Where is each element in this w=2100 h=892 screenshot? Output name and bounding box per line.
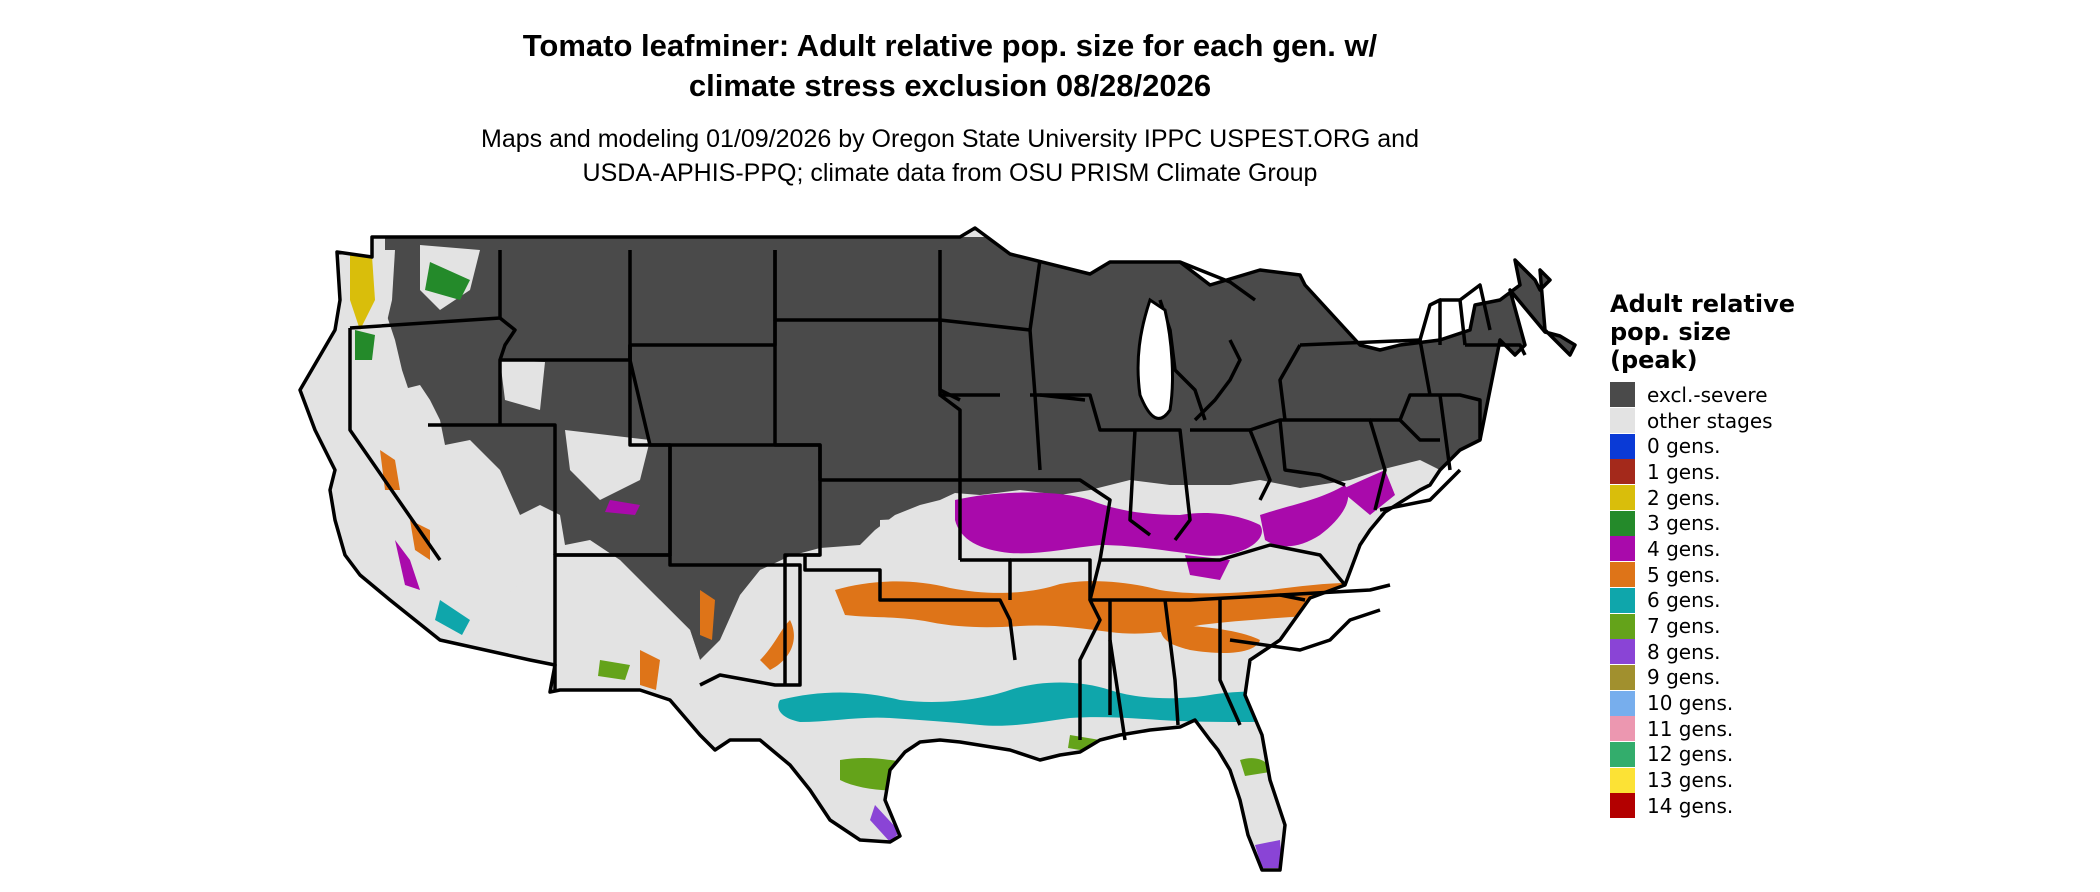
legend-swatch [1610, 382, 1635, 408]
legend-title: Adult relative pop. size (peak) [1610, 290, 1795, 374]
legend-swatch [1610, 793, 1635, 819]
legend-swatch [1610, 664, 1635, 690]
legend-item: 0 gens. [1610, 433, 1795, 459]
legend-item: 8 gens. [1610, 639, 1795, 665]
legend-item: 1 gens. [1610, 459, 1795, 485]
legend-item: 3 gens. [1610, 510, 1795, 536]
legend-swatch [1610, 716, 1635, 742]
legend-item: 2 gens. [1610, 485, 1795, 511]
map-title-line1: Tomato leafminer: Adult relative pop. si… [522, 28, 1378, 63]
legend-swatch [1610, 639, 1635, 665]
legend-item: 5 gens. [1610, 562, 1795, 588]
legend-label: 0 gens. [1647, 434, 1721, 459]
legend-item: excl.-severe [1610, 382, 1795, 408]
legend-item: 10 gens. [1610, 690, 1795, 716]
legend-label: 14 gens. [1647, 793, 1734, 818]
legend-label: 3 gens. [1647, 511, 1721, 536]
legend-label: 2 gens. [1647, 485, 1721, 510]
legend-item: 14 gens. [1610, 793, 1795, 819]
legend-items: excl.-severe other stages 0 gens. 1 gens. 2 … [1610, 382, 1795, 819]
legend-label: 7 gens. [1647, 614, 1721, 639]
legend: Adult relative pop. size (peak) excl.-se… [1610, 290, 1795, 819]
legend-item: 7 gens. [1610, 613, 1795, 639]
legend-swatch [1610, 433, 1635, 459]
legend-label: 4 gens. [1647, 536, 1721, 561]
legend-label: 12 gens. [1647, 742, 1734, 767]
legend-swatch [1610, 613, 1635, 639]
legend-swatch [1610, 459, 1635, 485]
legend-label: other stages [1647, 408, 1773, 433]
legend-label: 9 gens. [1647, 665, 1721, 690]
legend-label: 8 gens. [1647, 639, 1721, 664]
legend-label: 13 gens. [1647, 768, 1734, 793]
legend-swatch [1610, 741, 1635, 767]
legend-label: 1 gens. [1647, 459, 1721, 484]
legend-swatch [1610, 690, 1635, 716]
legend-item: 6 gens. [1610, 587, 1795, 614]
map-subtitle-line2: USDA-APHIS-PPQ; climate data from OSU PR… [582, 159, 1318, 187]
legend-swatch [1610, 562, 1635, 588]
legend-label: 5 gens. [1647, 562, 1721, 587]
legend-item: 11 gens. [1610, 716, 1795, 742]
legend-item: 13 gens. [1610, 767, 1795, 793]
legend-swatch [1610, 767, 1635, 793]
legend-label: 10 gens. [1647, 691, 1734, 716]
map-title-line2: climate stress exclusion 08/28/2026 [688, 68, 1212, 103]
legend-swatch [1610, 408, 1635, 434]
map-subtitle-line1: Maps and modeling 01/09/2026 by Oregon S… [481, 125, 1419, 153]
legend-item: other stages [1610, 408, 1795, 434]
legend-item: 9 gens. [1610, 664, 1795, 691]
legend-title-line1: Adult relative [1610, 290, 1796, 318]
legend-label: excl.-severe [1647, 382, 1768, 407]
map-title: Tomato leafminer: Adult relative pop. si… [0, 26, 1900, 106]
legend-label: 11 gens. [1647, 716, 1734, 741]
legend-swatch [1610, 587, 1635, 613]
legend-item: 4 gens. [1610, 536, 1795, 562]
legend-swatch [1610, 536, 1635, 562]
legend-label: 6 gens. [1647, 588, 1721, 613]
map-subtitle: Maps and modeling 01/09/2026 by Oregon S… [0, 122, 1900, 190]
legend-title-line2: pop. size [1610, 318, 1732, 346]
legend-swatch [1610, 510, 1635, 536]
legend-title-line3: (peak) [1610, 346, 1698, 374]
legend-item: 12 gens. [1610, 741, 1795, 768]
legend-swatch [1610, 485, 1635, 511]
